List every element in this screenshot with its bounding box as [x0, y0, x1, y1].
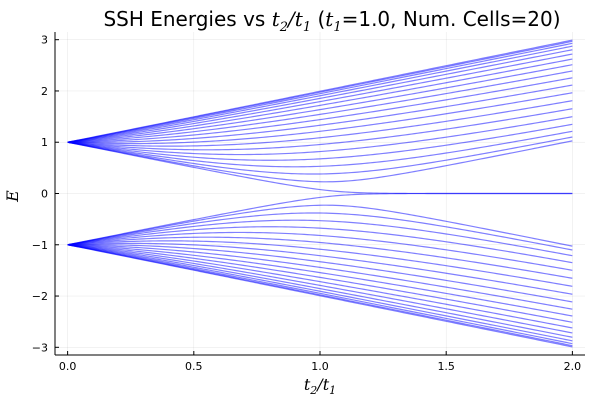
xlabel-num-var: t	[304, 375, 311, 394]
title-ratio-den-var: t	[295, 7, 304, 31]
title-param-sub: 1	[333, 20, 341, 35]
x-tick-label: 0.0	[59, 360, 77, 373]
xlabel-den-var: t	[323, 375, 330, 394]
xlabel-den-sub: 1	[329, 384, 336, 397]
title-ratio-num-var: t	[272, 7, 281, 31]
series-line-31	[67, 77, 573, 143]
series-line-11	[67, 244, 573, 303]
title-ratio-den-sub: 1	[303, 20, 311, 35]
y-tick-label: 1	[41, 136, 48, 149]
axes-layer: 0.0 0.5 1.0 1.5 2.0 −3 −2 −1 0 1 2 3	[32, 32, 585, 373]
title-paren-open: (	[311, 7, 325, 31]
series-line-14	[67, 236, 573, 279]
series-line-16	[67, 226, 573, 264]
series-line-33	[67, 64, 573, 143]
series-line-30	[67, 84, 573, 143]
x-tick-label: 1.5	[437, 360, 455, 373]
title-param-var: t	[325, 7, 334, 31]
series-line-38	[67, 42, 573, 143]
series-line-6	[67, 244, 573, 334]
series-line-23	[67, 136, 573, 175]
title-prefix: SSH Energies vs	[103, 7, 271, 31]
series-line-40	[67, 39, 573, 143]
series-line-15	[67, 231, 573, 271]
x-tick-label: 2.0	[564, 360, 582, 373]
y-tick-label: −2	[32, 290, 48, 303]
series-line-22	[67, 140, 573, 183]
series-line-5	[67, 244, 573, 338]
xlabel-slash: /	[315, 375, 324, 394]
series-line-28	[67, 100, 573, 147]
series-line-37	[67, 45, 573, 143]
series-line-26	[67, 116, 573, 156]
series-line-19	[67, 204, 573, 247]
y-axis-label: E	[3, 190, 22, 203]
y-tick-label: −3	[32, 341, 48, 354]
series-line-27	[67, 108, 573, 151]
title-ratio-num-sub: 2	[279, 20, 288, 35]
series-line-25	[67, 123, 573, 161]
series-layer	[67, 39, 573, 348]
title-suffix: =1.0, Num. Cells=20)	[342, 7, 561, 31]
series-line-18	[67, 212, 573, 251]
series-line-2	[67, 244, 573, 347]
series-line-35	[67, 53, 573, 143]
series-line-17	[67, 219, 573, 257]
series-line-32	[67, 70, 573, 143]
series-line-9	[67, 244, 573, 317]
y-tick-label: 3	[41, 34, 48, 47]
y-tick-label: −1	[32, 239, 48, 252]
chart-title: SSH Energies vs t2/t1 (t1=1.0, Num. Cell…	[103, 7, 560, 35]
x-tick-label: 1.0	[311, 360, 329, 373]
xlabel-num-sub: 2	[309, 384, 317, 397]
y-tick-label: 2	[41, 85, 48, 98]
series-line-8	[67, 244, 573, 323]
series-line-4	[67, 244, 573, 342]
series-line-12	[67, 242, 573, 295]
series-line-21	[67, 141, 573, 195]
series-line-34	[67, 58, 573, 143]
y-tick-label: 0	[41, 188, 48, 201]
title-ratio-slash: /	[286, 7, 297, 31]
series-line-10	[67, 244, 573, 310]
series-line-7	[67, 244, 573, 329]
series-line-29	[67, 92, 573, 145]
series-line-3	[67, 244, 573, 345]
series-line-24	[67, 130, 573, 168]
series-line-36	[67, 49, 573, 143]
series-line-13	[67, 240, 573, 287]
x-tick-label: 0.5	[185, 360, 203, 373]
x-axis-label: t2/t1	[304, 375, 336, 397]
